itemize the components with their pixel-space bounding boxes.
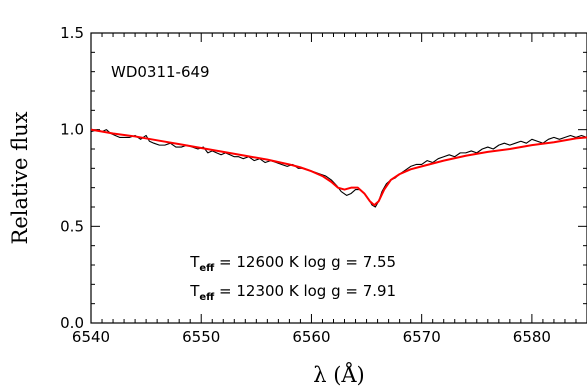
y-tick-label: 0.5: [60, 217, 84, 235]
y-axis-title: Relative flux: [8, 111, 32, 244]
plot-frame: [90, 32, 587, 324]
object-label: WD0311-649: [111, 63, 210, 81]
x-tick-label: 6570: [403, 328, 441, 346]
y-tick-label: 1.0: [60, 121, 84, 139]
x-tick-label: 6580: [513, 328, 551, 346]
series-group: [91, 128, 587, 208]
y-tick-label: 0.0: [60, 314, 84, 332]
x-tick-label: 6550: [182, 328, 220, 346]
parameter-annotations: Teff = 12600 K log g = 7.55 Teff = 12300 …: [189, 253, 396, 303]
axis-tick-labels: 6540 6550 6560 6570 6580 0.0 0.5 1.0 1.5: [60, 24, 551, 346]
parameter-annotation-1: Teff = 12600 K log g = 7.55: [189, 253, 396, 274]
y-tick-label: 1.5: [60, 24, 84, 42]
model-fit-line: [91, 128, 587, 207]
x-tick-label: 6540: [72, 328, 110, 346]
axis-ticks: [90, 32, 587, 324]
x-tick-label: 6560: [292, 328, 330, 346]
x-axis-title: λ (Å): [313, 362, 365, 387]
parameter-annotation-2: Teff = 12300 K log g = 7.91: [189, 282, 396, 303]
